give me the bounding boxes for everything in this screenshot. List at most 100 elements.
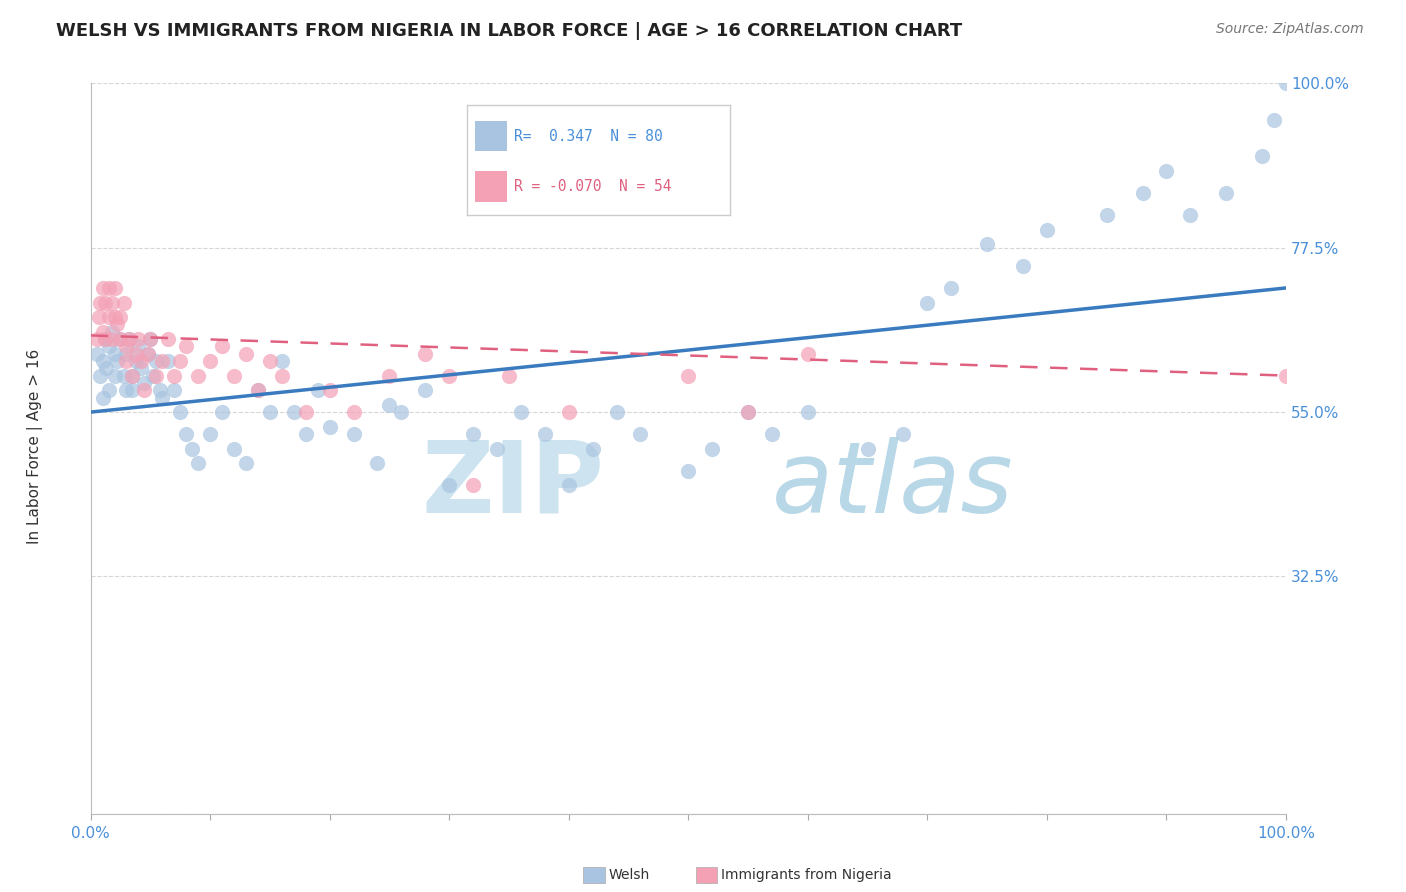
Point	[510, 405, 533, 419]
Point	[136, 347, 159, 361]
Text: In Labor Force | Age > 16: In Labor Force | Age > 16	[27, 349, 44, 543]
Point	[91, 354, 114, 368]
Point	[413, 383, 436, 397]
Point	[259, 405, 281, 419]
Point	[235, 347, 257, 361]
Point	[121, 368, 143, 383]
Point	[86, 332, 108, 346]
Point	[96, 361, 118, 376]
Point	[101, 325, 124, 339]
Point	[118, 332, 141, 346]
Point	[150, 354, 173, 368]
Point	[110, 310, 132, 325]
Point	[101, 332, 124, 346]
Point	[145, 368, 167, 383]
Point	[270, 368, 292, 383]
Point	[129, 361, 152, 376]
Text: Immigrants from Nigeria: Immigrants from Nigeria	[721, 868, 891, 882]
Point	[342, 427, 364, 442]
Text: ZIP: ZIP	[422, 437, 605, 533]
Point	[127, 339, 149, 353]
Point	[342, 405, 364, 419]
Point	[439, 478, 461, 492]
Point	[737, 405, 759, 419]
Point	[187, 368, 209, 383]
Point	[283, 405, 305, 419]
Point	[105, 354, 128, 368]
Point	[198, 427, 221, 442]
Point	[142, 368, 165, 383]
Point	[1036, 222, 1059, 236]
Point	[187, 456, 209, 470]
Point	[1095, 208, 1118, 222]
Point	[129, 354, 152, 368]
Point	[89, 295, 111, 310]
Point	[534, 427, 557, 442]
Point	[157, 354, 180, 368]
Point	[486, 442, 509, 456]
Point	[125, 347, 148, 361]
Point	[121, 368, 143, 383]
Point	[115, 347, 138, 361]
Point	[318, 383, 340, 397]
Point	[439, 368, 461, 383]
Point	[1275, 368, 1298, 383]
Point	[103, 368, 125, 383]
Point	[163, 383, 186, 397]
Point	[211, 339, 233, 353]
Point	[139, 332, 162, 346]
Point	[118, 332, 141, 346]
Point	[737, 405, 759, 419]
Point	[413, 347, 436, 361]
Point	[115, 383, 138, 397]
Point	[378, 368, 401, 383]
Point	[112, 368, 135, 383]
Point	[89, 368, 111, 383]
Point	[169, 405, 191, 419]
Text: Source: ZipAtlas.com: Source: ZipAtlas.com	[1216, 22, 1364, 37]
Point	[976, 237, 998, 252]
Point	[498, 368, 520, 383]
Point	[893, 427, 915, 442]
Point	[558, 405, 581, 419]
Point	[856, 442, 879, 456]
Point	[678, 368, 700, 383]
Point	[1251, 149, 1274, 163]
Point	[101, 295, 124, 310]
Point	[761, 427, 783, 442]
Point	[941, 281, 963, 295]
Point	[797, 405, 820, 419]
Point	[125, 354, 148, 368]
Point	[94, 332, 117, 346]
Point	[115, 354, 138, 368]
Point	[246, 383, 269, 397]
Point	[582, 442, 605, 456]
Point	[259, 354, 281, 368]
Point	[134, 376, 156, 390]
Point	[91, 281, 114, 295]
Point	[378, 398, 401, 412]
Point	[136, 347, 159, 361]
Point	[139, 332, 162, 346]
Point	[149, 383, 172, 397]
Point	[463, 427, 485, 442]
Point	[1275, 77, 1298, 91]
Point	[797, 347, 820, 361]
Point	[94, 332, 117, 346]
Point	[150, 391, 173, 405]
Point	[307, 383, 329, 397]
Point	[270, 354, 292, 368]
Point	[222, 442, 245, 456]
Point	[294, 405, 316, 419]
Point	[1180, 208, 1202, 222]
Point	[163, 368, 186, 383]
Text: WELSH VS IMMIGRANTS FROM NIGERIA IN LABOR FORCE | AGE > 16 CORRELATION CHART: WELSH VS IMMIGRANTS FROM NIGERIA IN LABO…	[56, 22, 963, 40]
Point	[1215, 186, 1237, 200]
Point	[389, 405, 412, 419]
Point	[169, 354, 191, 368]
Point	[606, 405, 628, 419]
Point	[134, 383, 156, 397]
Point	[145, 354, 167, 368]
Point	[1012, 259, 1035, 273]
Point	[211, 405, 233, 419]
